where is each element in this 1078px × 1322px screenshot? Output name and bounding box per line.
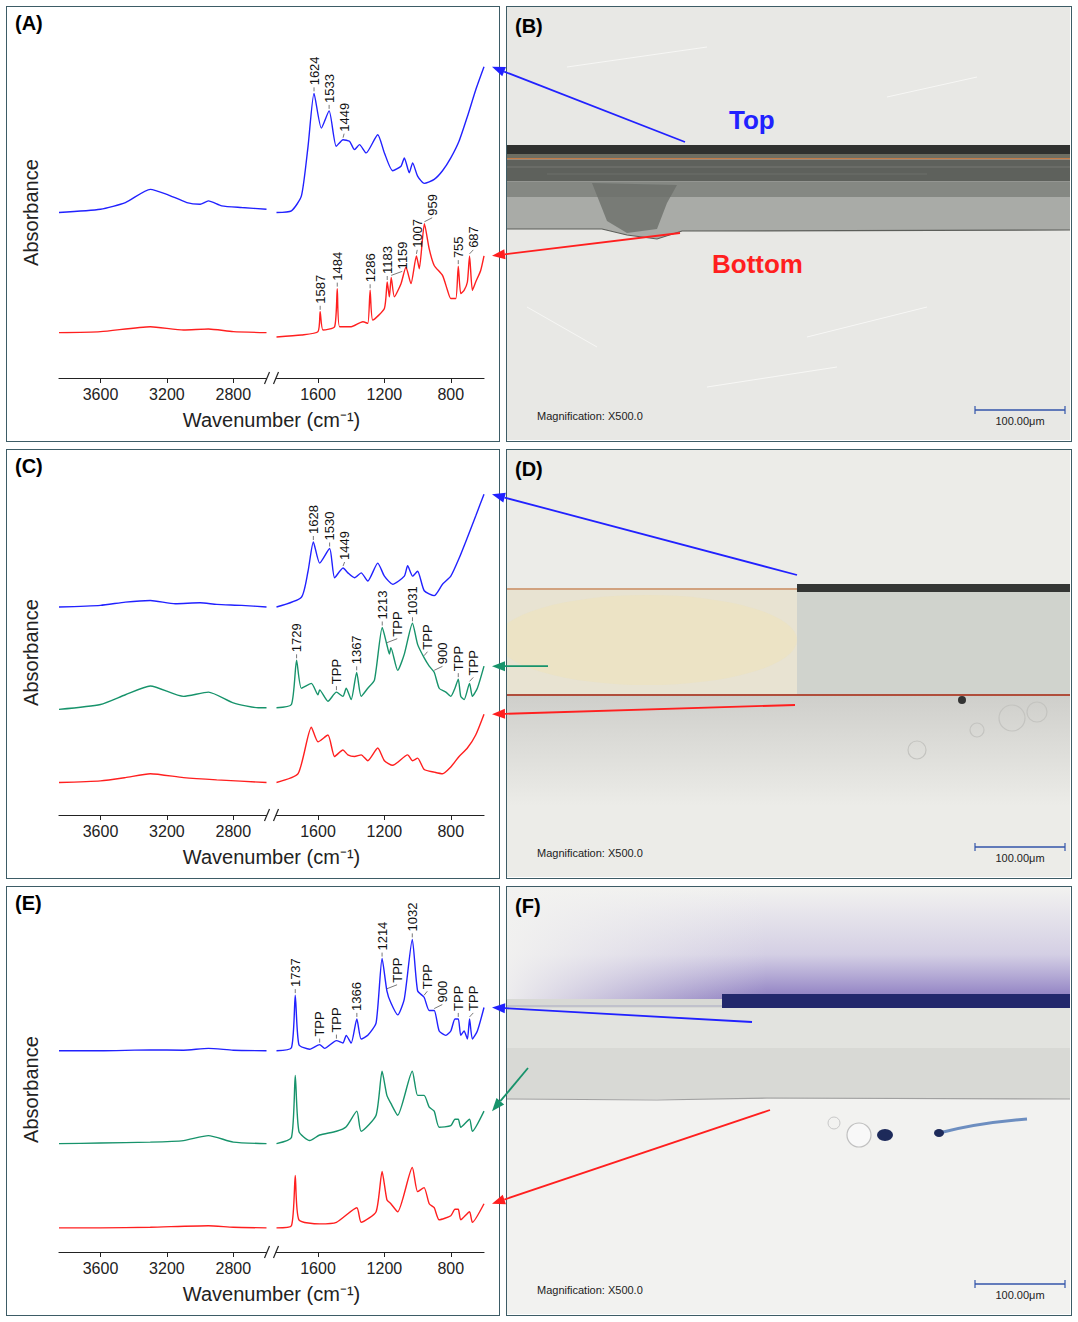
svg-text:1007: 1007 (410, 219, 425, 248)
svg-text:TPP: TPP (390, 611, 405, 636)
svg-text:1159: 1159 (395, 241, 410, 269)
svg-text:1213: 1213 (375, 591, 390, 620)
svg-text:900: 900 (435, 981, 450, 1003)
svg-text:1729: 1729 (289, 623, 304, 652)
svg-text:TPP: TPP (312, 1011, 327, 1036)
svg-text:TPP: TPP (329, 659, 344, 684)
svg-text:TPP: TPP (420, 624, 435, 649)
svg-text:1032: 1032 (405, 902, 420, 931)
svg-text:3600: 3600 (83, 823, 119, 840)
svg-text:TPP: TPP (451, 646, 466, 671)
svg-text:687: 687 (466, 226, 481, 248)
svg-text:(F): (F) (515, 895, 541, 917)
svg-text:Bottom: Bottom (712, 249, 803, 279)
svg-text:1600: 1600 (300, 823, 336, 840)
svg-text:1587: 1587 (313, 275, 328, 304)
svg-text:TPP: TPP (420, 964, 435, 989)
svg-text:(C): (C) (15, 455, 43, 477)
svg-text:(D): (D) (515, 458, 543, 480)
svg-text:1031: 1031 (405, 586, 420, 615)
svg-text:1200: 1200 (367, 386, 403, 403)
svg-text:(A): (A) (15, 12, 43, 34)
svg-text:2800: 2800 (216, 823, 252, 840)
svg-text:3600: 3600 (83, 1260, 119, 1277)
svg-text:1737: 1737 (288, 958, 303, 987)
svg-text:Wavenumber (cm⁻¹): Wavenumber (cm⁻¹) (183, 1283, 360, 1305)
svg-text:Magnification: X500.0: Magnification: X500.0 (537, 410, 643, 422)
svg-text:1183: 1183 (380, 246, 395, 274)
svg-text:3200: 3200 (149, 386, 185, 403)
svg-text:(E): (E) (15, 892, 42, 914)
svg-text:800: 800 (437, 823, 464, 840)
svg-text:100.00μm: 100.00μm (995, 415, 1044, 427)
svg-text:1286: 1286 (363, 253, 378, 282)
svg-text:3200: 3200 (149, 823, 185, 840)
svg-text:TPP: TPP (466, 650, 481, 675)
svg-text:Wavenumber (cm⁻¹): Wavenumber (cm⁻¹) (183, 846, 360, 868)
svg-text:1628: 1628 (306, 505, 321, 534)
svg-text:Absorbance: Absorbance (20, 159, 42, 266)
svg-text:TPP: TPP (466, 986, 481, 1011)
svg-text:TPP: TPP (390, 957, 405, 982)
svg-text:900: 900 (435, 643, 450, 665)
svg-text:1600: 1600 (300, 386, 336, 403)
svg-text:1367: 1367 (349, 635, 364, 664)
svg-text:1214: 1214 (375, 922, 390, 951)
svg-text:Absorbance: Absorbance (20, 599, 42, 706)
svg-text:1533: 1533 (322, 74, 337, 103)
svg-text:1484: 1484 (330, 252, 345, 281)
svg-text:800: 800 (437, 1260, 464, 1277)
svg-text:1600: 1600 (300, 1260, 336, 1277)
svg-text:Magnification: X500.0: Magnification: X500.0 (537, 1284, 643, 1296)
svg-text:3200: 3200 (149, 1260, 185, 1277)
svg-text:TPP: TPP (329, 1007, 344, 1032)
svg-text:Absorbance: Absorbance (20, 1036, 42, 1143)
svg-text:1366: 1366 (349, 982, 364, 1011)
svg-text:3600: 3600 (83, 386, 119, 403)
svg-text:1449: 1449 (337, 531, 352, 560)
svg-text:100.00μm: 100.00μm (995, 1289, 1044, 1301)
svg-text:959: 959 (425, 194, 440, 216)
svg-text:Wavenumber (cm⁻¹): Wavenumber (cm⁻¹) (183, 409, 360, 431)
svg-text:2800: 2800 (216, 386, 252, 403)
svg-text:755: 755 (451, 236, 466, 258)
svg-text:TPP: TPP (451, 986, 466, 1011)
svg-text:800: 800 (437, 386, 464, 403)
svg-text:2800: 2800 (216, 1260, 252, 1277)
svg-text:100.00μm: 100.00μm (995, 852, 1044, 864)
svg-text:1530: 1530 (322, 512, 337, 541)
svg-text:Top: Top (729, 105, 775, 135)
svg-text:1624: 1624 (307, 56, 322, 85)
svg-text:1200: 1200 (367, 823, 403, 840)
svg-text:(B): (B) (515, 15, 543, 37)
svg-text:Magnification: X500.0: Magnification: X500.0 (537, 847, 643, 859)
svg-text:1449: 1449 (337, 103, 352, 132)
svg-text:1200: 1200 (367, 1260, 403, 1277)
